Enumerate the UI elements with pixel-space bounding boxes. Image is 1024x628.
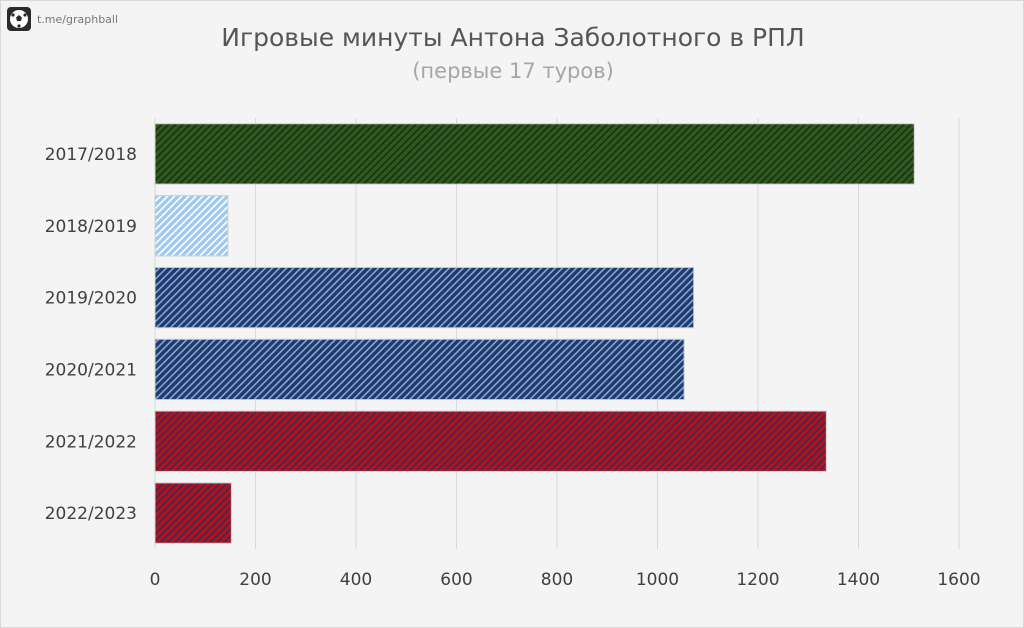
bar-2022-2023 <box>154 482 232 544</box>
x-axis-labels: 0 200 400 600 800 1000 1200 1400 1600 <box>150 570 981 590</box>
x-tick-label: 600 <box>440 570 472 590</box>
chart-subtitle: (первые 17 туров) <box>412 59 614 83</box>
y-category-label: 2017/2018 <box>45 145 137 165</box>
brand[interactable]: t.me/graphball <box>7 7 118 31</box>
x-tick-label: 1000 <box>636 570 679 590</box>
y-category-label: 2020/2021 <box>45 360 137 380</box>
x-tick-label: 200 <box>239 570 271 590</box>
y-category-label: 2019/2020 <box>45 289 137 309</box>
bar-2017-2018 <box>154 123 915 185</box>
bar-2020-2021 <box>154 338 685 401</box>
brand-handle: t.me/graphball <box>37 12 119 26</box>
y-axis-labels: 2017/2018 2018/2019 2019/2020 2020/2021 2021… <box>45 145 137 524</box>
bars <box>154 123 915 544</box>
x-tick-label: 1400 <box>837 570 880 590</box>
x-tick-label: 1200 <box>736 570 779 590</box>
x-tick-label: 0 <box>150 570 161 590</box>
y-category-label: 2021/2022 <box>45 432 137 452</box>
y-category-label: 2018/2019 <box>45 217 137 237</box>
soccer-ball-icon <box>7 7 31 31</box>
gridlines <box>154 118 960 549</box>
bar-2019-2020 <box>154 266 695 329</box>
chart-title: Игровые минуты Антона Заболотного в РПЛ <box>221 23 805 52</box>
y-category-label: 2022/2023 <box>45 504 137 524</box>
bar-2018-2019 <box>154 195 229 257</box>
x-tick-label: 800 <box>541 570 573 590</box>
x-tick-label: 1600 <box>937 570 980 590</box>
bar-2021-2022 <box>154 410 827 472</box>
x-tick-label: 400 <box>340 570 372 590</box>
